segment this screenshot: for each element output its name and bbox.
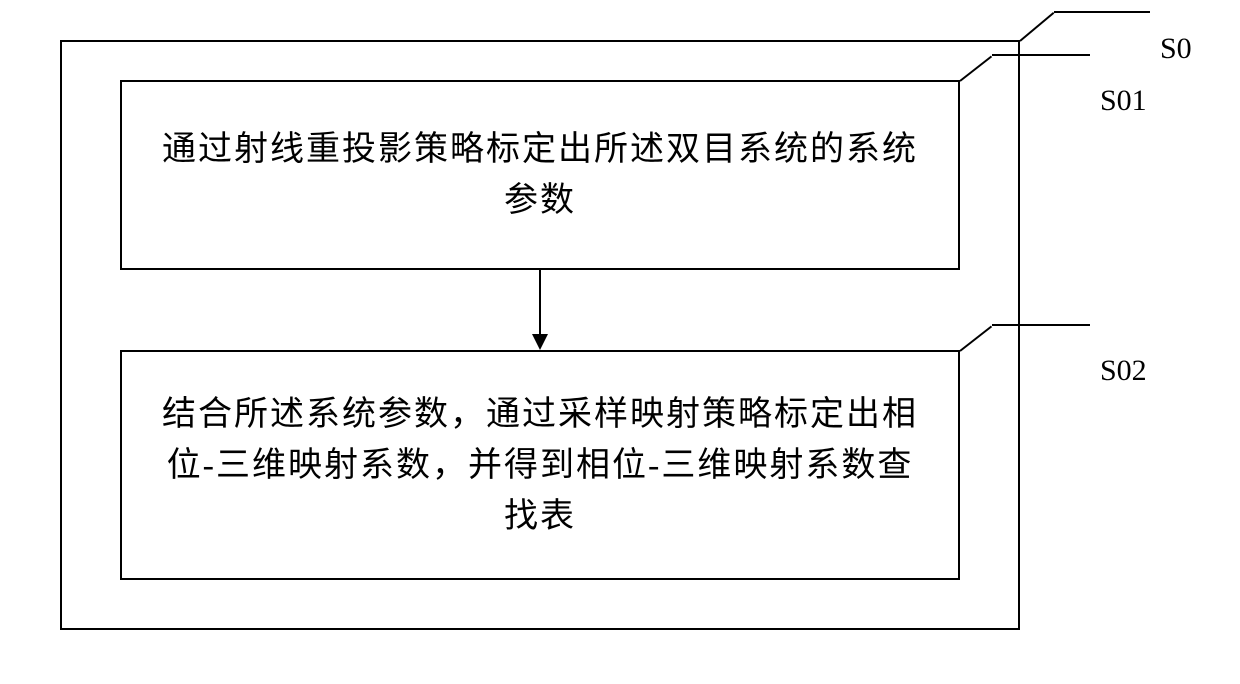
leader-s0-h — [1054, 11, 1150, 13]
leader-s02-h — [992, 324, 1090, 326]
step-box-s01: 通过射线重投影策略标定出所述双目系统的系统参数 — [120, 80, 960, 270]
step-box-s02: 结合所述系统参数，通过采样映射策略标定出相位-三维映射系数，并得到相位-三维映射… — [120, 350, 960, 580]
label-s02: S02 — [1100, 354, 1147, 388]
label-s0: S0 — [1160, 32, 1192, 66]
arrow-shaft-s01-s02 — [539, 270, 541, 336]
arrow-head-s01-s02 — [532, 334, 548, 350]
step-text-s02: 结合所述系统参数，通过采样映射策略标定出相位-三维映射系数，并得到相位-三维映射… — [152, 389, 928, 542]
label-s01: S01 — [1100, 84, 1147, 118]
leader-s01-h — [992, 54, 1090, 56]
leader-s0-diag — [1019, 12, 1054, 42]
step-text-s01: 通过射线重投影策略标定出所述双目系统的系统参数 — [152, 124, 928, 226]
